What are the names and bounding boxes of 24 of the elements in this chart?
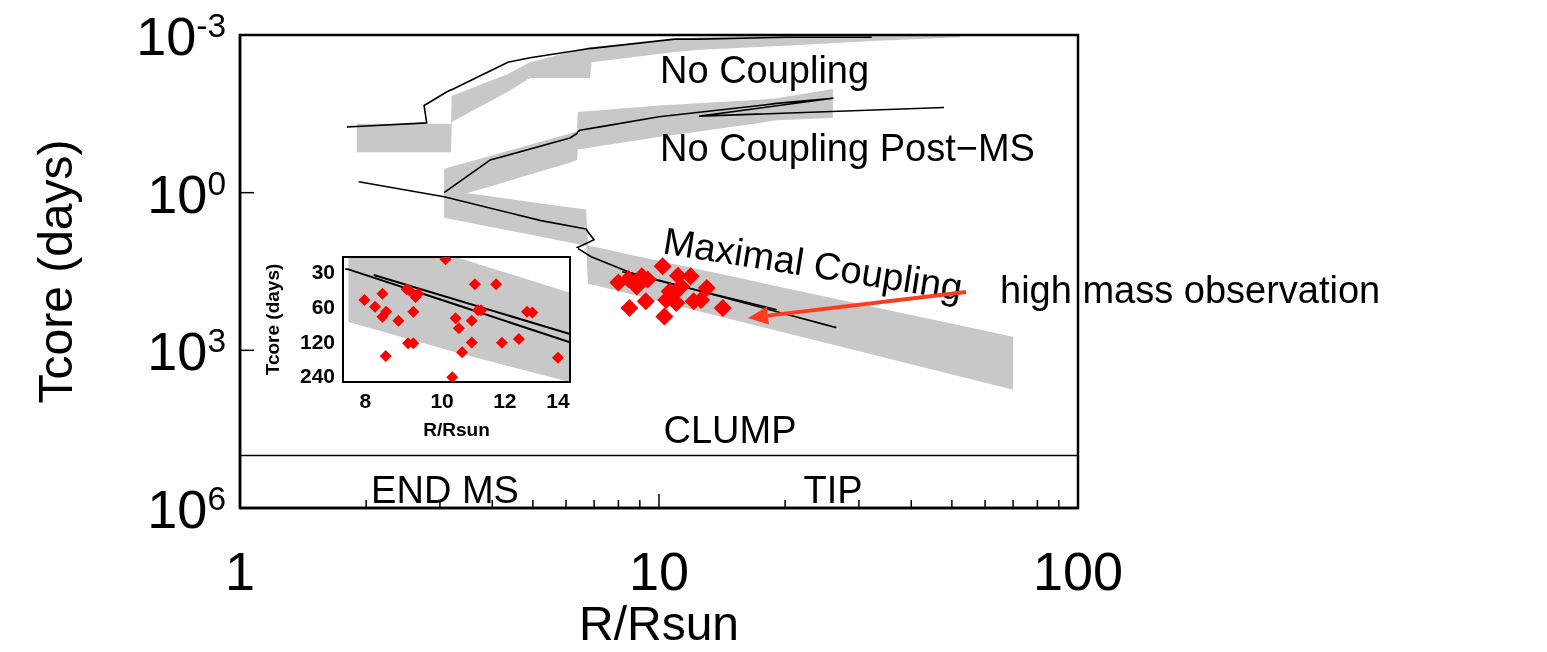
y-tick-label: 10$^{-3}$ (136, 6, 226, 66)
y-tick-label: 60 (311, 295, 335, 319)
y-tick-label: 10$^{0}$ (147, 163, 226, 224)
x-tick-label: 100 (1032, 541, 1124, 601)
y-tick-label: 120 (299, 329, 335, 353)
y-tick-label: 240 (299, 364, 335, 388)
annotation: TIP (803, 469, 863, 511)
x-tick-label: 10 (430, 389, 454, 412)
annotation: Maximal Coupling (660, 219, 966, 309)
x-axis-title: R/Rsun (423, 419, 490, 440)
y-tick-label: 10$^{6}$ (147, 479, 226, 539)
annotation: END MS (371, 469, 519, 511)
y-axis-title: Tcore (days) (28, 139, 82, 404)
y-tick-label: 10$^{3}$ (147, 321, 226, 382)
x-tick-label: 14 (546, 389, 570, 412)
annotation: No Coupling Post−MS (660, 127, 1035, 169)
annotation: No Coupling (660, 49, 870, 91)
annotation: high mass observation (1000, 269, 1381, 311)
x-tick-label: 8 (359, 389, 372, 412)
x-tick-label: 12 (493, 389, 517, 412)
annotation: CLUMP (663, 409, 797, 451)
x-tick-label: 1 (224, 541, 256, 601)
y-axis-title: Tcore (days) (261, 263, 283, 376)
y-tick-label: 30 (311, 260, 335, 284)
